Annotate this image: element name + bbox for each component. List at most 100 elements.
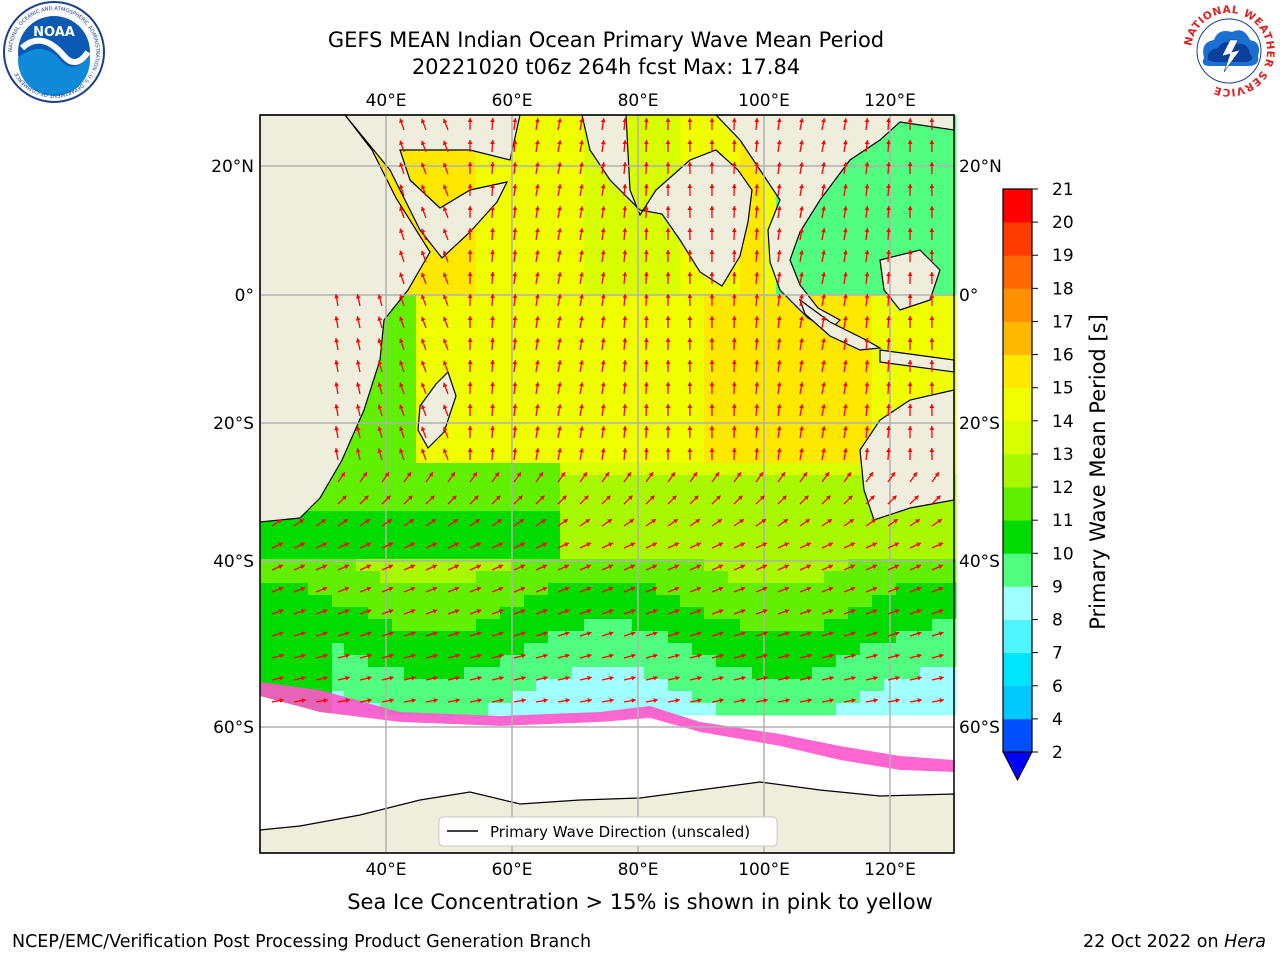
wave-direction-arrow xyxy=(491,471,500,483)
wave-direction-arrow xyxy=(467,227,473,241)
wave-direction-arrow xyxy=(425,698,438,703)
wave-direction-arrow xyxy=(667,653,680,659)
wave-direction-arrow xyxy=(403,495,414,505)
wave-direction-arrow xyxy=(425,653,438,659)
wave-direction-arrow xyxy=(907,381,913,395)
wave-direction-arrow xyxy=(907,403,913,417)
wave-direction-arrow xyxy=(645,609,658,615)
wave-direction-arrow xyxy=(315,518,327,527)
wave-direction-arrow xyxy=(623,675,636,681)
wave-direction-arrow xyxy=(399,316,405,329)
colorbar-band xyxy=(1003,222,1032,256)
wave-direction-arrow xyxy=(425,564,438,571)
wave-direction-arrow xyxy=(931,631,944,637)
wave-direction-arrow xyxy=(842,382,848,395)
wave-direction-arrow xyxy=(420,272,427,285)
wave-direction-arrow xyxy=(886,227,891,241)
wave-direction-arrow xyxy=(600,118,606,131)
wave-direction-arrow xyxy=(733,542,746,549)
wave-direction-arrow xyxy=(512,228,518,241)
wave-direction-arrow xyxy=(731,249,737,263)
wave-direction-arrow xyxy=(399,404,405,417)
wave-direction-arrow xyxy=(425,586,438,593)
wave-direction-arrow xyxy=(337,542,350,549)
wave-direction-arrow xyxy=(601,564,614,571)
wave-direction-arrow xyxy=(557,294,562,307)
wave-direction-arrow xyxy=(842,118,848,131)
wave-direction-arrow xyxy=(886,271,891,285)
wave-direction-arrow xyxy=(579,250,584,263)
wave-direction-arrow xyxy=(864,360,870,373)
wave-direction-arrow xyxy=(665,139,671,153)
wave-direction-arrow xyxy=(293,586,306,593)
wave-direction-arrow xyxy=(821,404,826,417)
wave-direction-arrow xyxy=(469,542,482,549)
wave-direction-arrow xyxy=(337,495,348,505)
wave-direction-arrow xyxy=(447,698,460,703)
wave-direction-arrow xyxy=(776,404,782,417)
wave-direction-arrow xyxy=(645,471,654,483)
wave-direction-arrow xyxy=(334,316,339,329)
wave-direction-arrow xyxy=(491,609,504,615)
wave-direction-arrow xyxy=(667,542,680,549)
wave-direction-arrow xyxy=(535,675,548,681)
wave-direction-arrow xyxy=(293,518,305,527)
wave-direction-arrow xyxy=(381,518,393,527)
wave-direction-arrow xyxy=(842,426,848,439)
wave-direction-arrow xyxy=(777,542,790,549)
wave-direction-arrow xyxy=(469,564,482,571)
wave-direction-arrow xyxy=(665,337,671,351)
wave-direction-arrow xyxy=(754,425,760,439)
wave-direction-arrow xyxy=(601,631,614,637)
wave-direction-arrow xyxy=(887,653,900,659)
wave-direction-arrow xyxy=(687,403,693,417)
wave-direction-arrow xyxy=(929,403,935,417)
wave-direction-arrow xyxy=(687,161,693,175)
wave-direction-arrow xyxy=(399,250,405,263)
wave-direction-arrow xyxy=(689,609,702,615)
wave-direction-arrow xyxy=(557,316,562,329)
wave-direction-arrow xyxy=(403,653,416,659)
wave-direction-arrow xyxy=(271,542,284,549)
wave-direction-arrow xyxy=(377,360,383,373)
wave-direction-arrow xyxy=(886,359,891,373)
wave-direction-arrow xyxy=(886,315,891,329)
wave-direction-arrow xyxy=(799,631,812,637)
wave-direction-arrow xyxy=(821,118,826,131)
wave-direction-arrow xyxy=(600,382,606,395)
wave-direction-arrow xyxy=(512,184,518,197)
colorbar-extend-arrow xyxy=(1002,751,1033,782)
wave-direction-arrow xyxy=(755,698,768,703)
wave-direction-arrow xyxy=(755,675,768,681)
wave-direction-arrow xyxy=(420,162,427,175)
wave-direction-arrow xyxy=(467,381,473,395)
wave-direction-arrow xyxy=(755,495,766,505)
wave-direction-arrow xyxy=(665,403,671,417)
wave-direction-arrow xyxy=(293,542,306,549)
wave-direction-arrow xyxy=(643,293,649,307)
colorbar-band xyxy=(1003,652,1032,687)
wave-direction-arrow xyxy=(886,337,891,351)
wave-direction-arrow xyxy=(535,698,548,703)
wave-direction-arrow xyxy=(907,337,913,351)
wave-direction-arrow xyxy=(447,653,460,659)
lat-tick-label-left: 0° xyxy=(235,286,254,306)
wave-direction-arrow xyxy=(420,294,427,307)
wave-direction-arrow xyxy=(534,162,540,175)
wave-direction-arrow xyxy=(843,564,856,571)
wave-direction-arrow xyxy=(403,631,416,637)
wave-direction-arrow xyxy=(512,404,518,417)
wave-direction-arrow xyxy=(490,403,495,417)
lat-tick-label-left: 40°S xyxy=(213,552,254,572)
colorbar-band xyxy=(1003,520,1032,554)
wave-direction-arrow xyxy=(293,698,306,703)
wave-direction-arrow xyxy=(799,360,804,373)
wave-direction-arrow xyxy=(711,698,724,703)
wave-direction-arrow xyxy=(886,183,891,197)
wave-direction-arrow xyxy=(579,448,584,461)
wave-direction-arrow xyxy=(733,653,746,659)
lon-tick-label-bottom: 100°E xyxy=(738,860,790,880)
wave-direction-arrow xyxy=(777,698,790,703)
wave-direction-arrow xyxy=(534,206,540,219)
